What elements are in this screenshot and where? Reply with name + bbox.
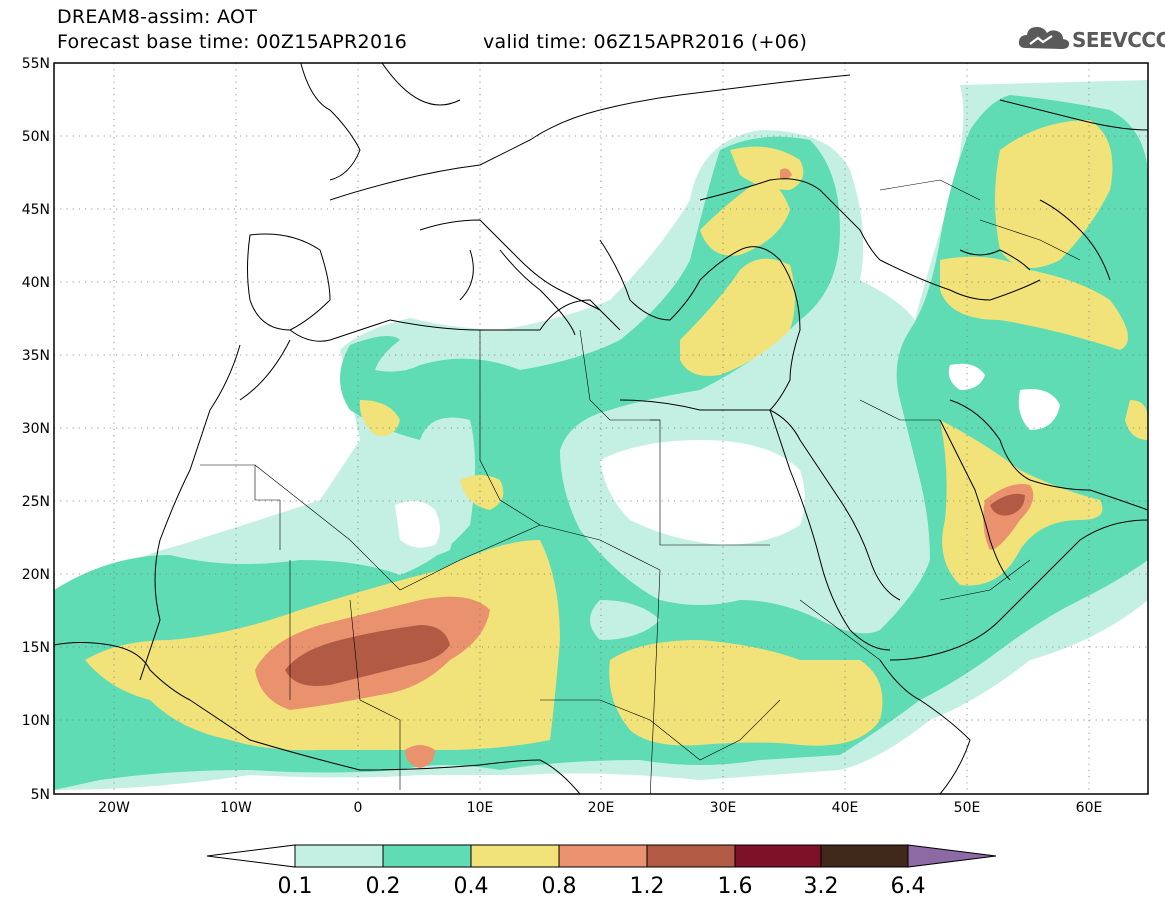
lat-label-50n: 50N (22, 129, 50, 145)
lat-label-55n: 55N (22, 56, 50, 72)
lat-label-45n: 45N (22, 202, 50, 218)
colorbar-label-0.8: 0.8 (542, 874, 577, 899)
graticule (54, 63, 1148, 794)
chart-title: DREAM8-assim: AOT (57, 6, 258, 28)
lon-label-10w: 10W (220, 800, 252, 816)
lat-label-15n: 15N (22, 640, 50, 656)
lat-label-35n: 35N (22, 348, 50, 364)
country-borders (200, 179, 1081, 794)
colorbar-label-0.1: 0.1 (278, 874, 313, 899)
colorbar-label-1.2: 1.2 (630, 874, 665, 899)
lat-label-40n: 40N (22, 275, 50, 291)
lon-label-40e: 40E (832, 800, 859, 816)
colorbar-label-6.4: 6.4 (891, 874, 926, 899)
plot-frame (53, 62, 1149, 795)
colorbar-label-1.6: 1.6 (718, 874, 753, 899)
lon-label-20w: 20W (98, 800, 130, 816)
seevccc-logo: SEEVCCC (1016, 20, 1165, 56)
colorbar-label-3.2: 3.2 (804, 874, 839, 899)
colorbar-swatch-1 (294, 844, 384, 868)
logo-text: SEEVCCC (1072, 28, 1165, 52)
colorbar-swatch-2 (382, 844, 472, 868)
colorbar-swatch-4 (558, 844, 648, 868)
lat-label-5n: 5N (31, 787, 50, 803)
forecast-base-time: Forecast base time: 00Z15APR2016 (57, 31, 408, 53)
longitude-labels: 20W 10W 0 10E 20E 30E 40E 50E 60E (98, 800, 1102, 816)
colorbar-label-0.4: 0.4 (454, 874, 489, 899)
colorbar: 0.1 0.2 0.4 0.8 1.2 1.6 3.2 6.4 (206, 844, 997, 899)
lon-label-30e: 30E (710, 800, 737, 816)
colorbar-swatch-5 (646, 844, 736, 868)
colorbar-low-arrow (206, 844, 296, 868)
colorbar-swatch-6 (734, 844, 822, 868)
colorbar-swatch-7 (820, 844, 909, 868)
coastlines (54, 63, 1148, 794)
lon-label-10e: 10E (467, 800, 494, 816)
colorbar-high-arrow (907, 844, 997, 868)
lat-label-10n: 10N (22, 713, 50, 729)
lon-label-60e: 60E (1076, 800, 1103, 816)
lat-label-30n: 30N (22, 421, 50, 437)
colorbar-label-0.2: 0.2 (366, 874, 401, 899)
aot-band-1.2-1.6 (285, 493, 1025, 686)
cloud-icon (1018, 27, 1070, 49)
lon-label-20e: 20E (588, 800, 615, 816)
lat-label-20n: 20N (22, 567, 50, 583)
colorbar-swatch-3 (470, 844, 560, 868)
valid-time: valid time: 06Z15APR2016 (+06) (483, 31, 808, 53)
lon-label-0: 0 (354, 800, 363, 816)
lat-label-25n: 25N (22, 494, 50, 510)
latitude-labels: 55N 50N 45N 40N 35N 30N 25N 20N 15N 10N … (22, 56, 50, 803)
lon-label-50e: 50E (954, 800, 981, 816)
